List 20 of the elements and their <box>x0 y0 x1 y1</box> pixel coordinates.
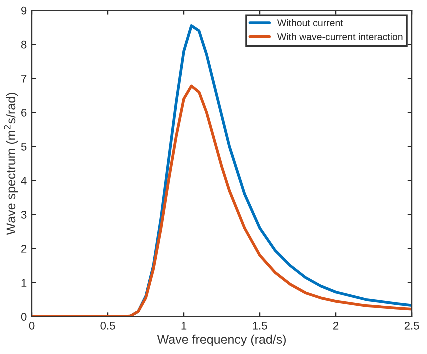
x-tick-label: 1.5 <box>253 322 268 330</box>
y-tick-label: 1 <box>22 279 27 287</box>
y-tick-label: 3 <box>21 211 27 219</box>
y-tick-label: 4 <box>21 177 27 185</box>
legend-label: With wave-current interaction <box>277 33 403 40</box>
x-tick-label: 2.5 <box>404 322 420 330</box>
y-tick-label: 5 <box>21 143 27 151</box>
y-axis-title: Wave spectrum (m$^{2}$s/rad) <box>4 93 18 236</box>
x-tick-label: 0 <box>29 322 35 330</box>
y-tick-label: 7 <box>22 75 27 83</box>
x-tick-label: 2 <box>334 322 339 330</box>
legend-label: Without current <box>277 19 344 27</box>
y-tick-label: 6 <box>22 108 27 117</box>
x-axis-title: Wave frequency (rad/s) <box>157 334 286 346</box>
y-tick-label: 9 <box>22 6 27 15</box>
y-tick-label: 8 <box>21 40 27 49</box>
x-tick-label: 0.5 <box>100 322 116 330</box>
y-tick-label: 2 <box>22 245 27 253</box>
y-tick-label: 0 <box>21 313 27 321</box>
x-tick-label: 1 <box>182 322 187 330</box>
